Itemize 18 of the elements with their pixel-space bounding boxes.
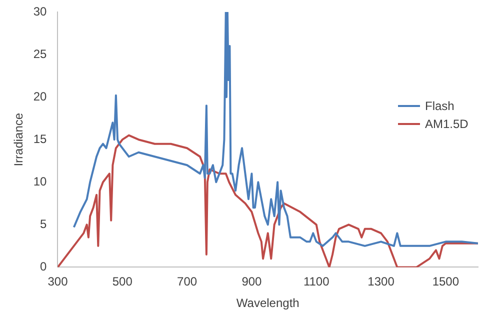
y-tick-label: 30: [33, 4, 48, 18]
legend-label: AM1.5D: [425, 116, 468, 131]
x-tick-label: 1500: [432, 274, 460, 289]
y-tick-label: 10: [33, 174, 48, 188]
x-tick-label: 300: [48, 274, 68, 289]
x-tick-label: 900: [242, 274, 262, 289]
y-tick-label: 25: [33, 46, 48, 61]
x-tick-label: 1100: [303, 274, 330, 289]
x-tick-label: 1300: [368, 274, 395, 289]
y-axis-title: Irradiance: [12, 112, 26, 166]
y-tick-label: 0: [40, 260, 48, 274]
x-axis-title: Wavelength: [236, 296, 300, 310]
y-tick-label: 20: [33, 89, 48, 104]
y-tick-label: 5: [40, 216, 48, 231]
legend-label: Flash: [425, 98, 454, 113]
x-tick-label: 500: [112, 274, 133, 289]
x-tick-label: 700: [177, 274, 198, 289]
y-tick-label: 15: [33, 132, 48, 146]
